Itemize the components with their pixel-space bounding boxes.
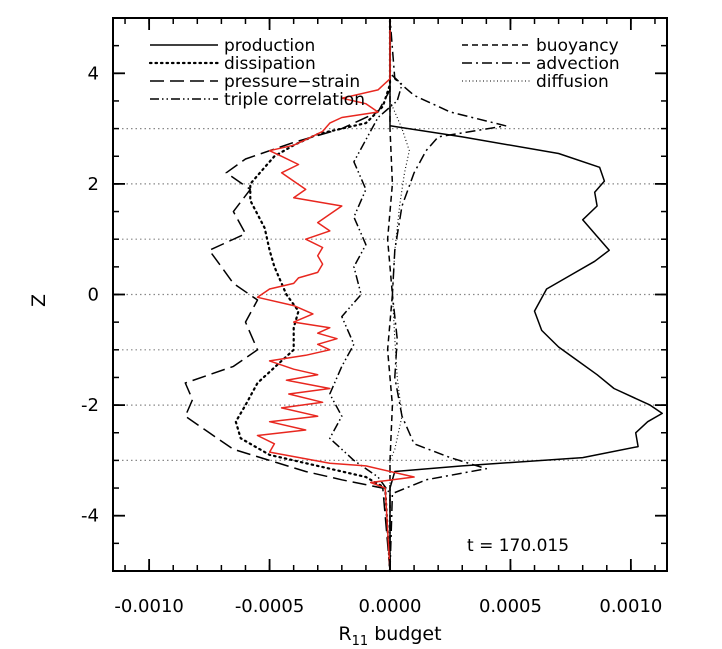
x-tick-label: -0.0010 (114, 596, 183, 617)
series-line-triple-correlation (329, 18, 403, 571)
x-tick-label: 0.0010 (599, 596, 662, 617)
series-line-pressure-strain (184, 18, 391, 572)
legend-label: advection (536, 54, 620, 74)
y-axis-label: Z (28, 294, 50, 307)
y-tick-label: -4 (81, 506, 99, 527)
legend: productiondissipationpressure−straintrip… (148, 36, 620, 110)
x-tick-label: 0.0000 (359, 596, 422, 617)
series-lines (184, 16, 663, 573)
legend-label: production (224, 36, 315, 56)
series-line-production (389, 18, 663, 571)
y-tick-label: 2 (88, 174, 99, 195)
y-tick-label: -2 (81, 395, 99, 416)
time-annotation: t = 170.015 (467, 536, 569, 556)
legend-label: diffusion (536, 72, 609, 92)
x-tick-label: -0.0005 (235, 596, 304, 617)
legend-label: dissipation (224, 54, 316, 74)
x-axis-label: R11 budget (338, 623, 441, 649)
x-ticks: -0.0010 -0.0005 0.0000 0.0005 0.0010 (114, 18, 662, 617)
series-line-advection (389, 17, 507, 572)
x-tick-label: 0.0005 (479, 596, 542, 617)
y-tick-label: 0 (88, 285, 99, 306)
legend-label: pressure−strain (224, 72, 360, 92)
legend-label: buoyancy (536, 36, 619, 56)
y-ticks: -4 -2 0 2 4 (81, 17, 667, 572)
reference-lines (113, 128, 667, 461)
series-line-buoyancy (386, 18, 394, 571)
legend-label: triple correlation (224, 90, 365, 110)
series-line-red (256, 18, 415, 572)
y-tick-label: 4 (88, 63, 99, 84)
